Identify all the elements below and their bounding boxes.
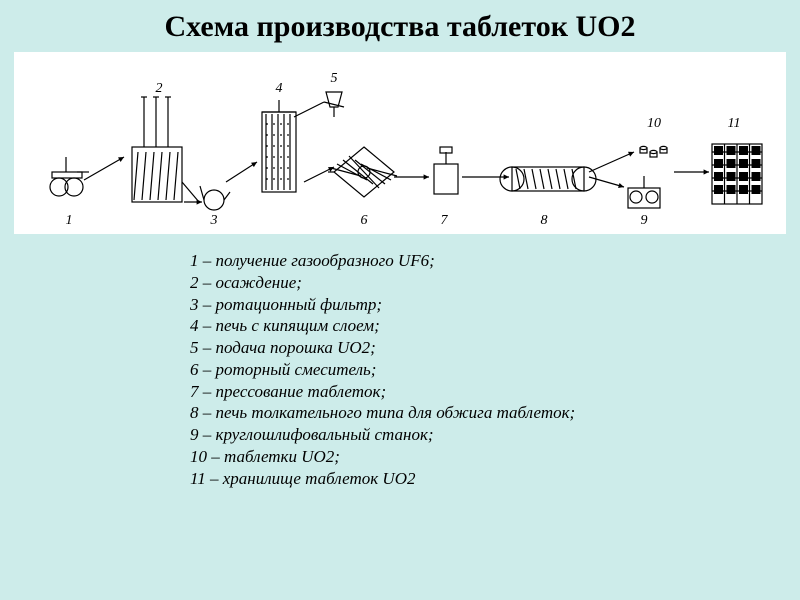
legend-item: 4 – печь с кипящим слоем;	[190, 315, 800, 337]
legend-item: 11 – хранилище таблеток UO2	[190, 468, 800, 490]
legend-item: 1 – получение газообразного UF6;	[190, 250, 800, 272]
legend-item: 9 – круглошлифовальный станок;	[190, 424, 800, 446]
svg-text:6: 6	[361, 213, 368, 228]
diagram-svg: 1 2 3 4 5 6 7 8 9 10 11	[14, 52, 786, 234]
svg-text:1: 1	[66, 213, 73, 228]
svg-text:10: 10	[647, 116, 661, 131]
svg-text:7: 7	[441, 213, 449, 228]
legend-item: 6 – роторный смеситель;	[190, 359, 800, 381]
legend-item: 2 – осаждение;	[190, 272, 800, 294]
page-title: Схема производства таблеток UO2	[0, 0, 800, 44]
svg-text:5: 5	[331, 71, 338, 86]
svg-text:8: 8	[541, 213, 548, 228]
svg-text:3: 3	[210, 213, 218, 228]
svg-text:4: 4	[276, 81, 283, 96]
legend-item: 10 – таблетки UO2;	[190, 446, 800, 468]
process-diagram: 1 2 3 4 5 6 7 8 9 10 11	[14, 52, 786, 234]
svg-text:9: 9	[641, 213, 648, 228]
legend-item: 8 – печь толкательного типа для обжига т…	[190, 402, 800, 424]
legend-list: 1 – получение газообразного UF6;2 – осаж…	[190, 250, 800, 489]
legend-item: 5 – подача порошка UO2;	[190, 337, 800, 359]
slide-root: Схема производства таблеток UO2 1 2 3 4 5 6 7 8…	[0, 0, 800, 600]
svg-text:11: 11	[728, 116, 741, 131]
svg-text:2: 2	[156, 81, 163, 96]
legend-item: 3 – ротационный фильтр;	[190, 294, 800, 316]
legend-item: 7 – прессование таблеток;	[190, 381, 800, 403]
